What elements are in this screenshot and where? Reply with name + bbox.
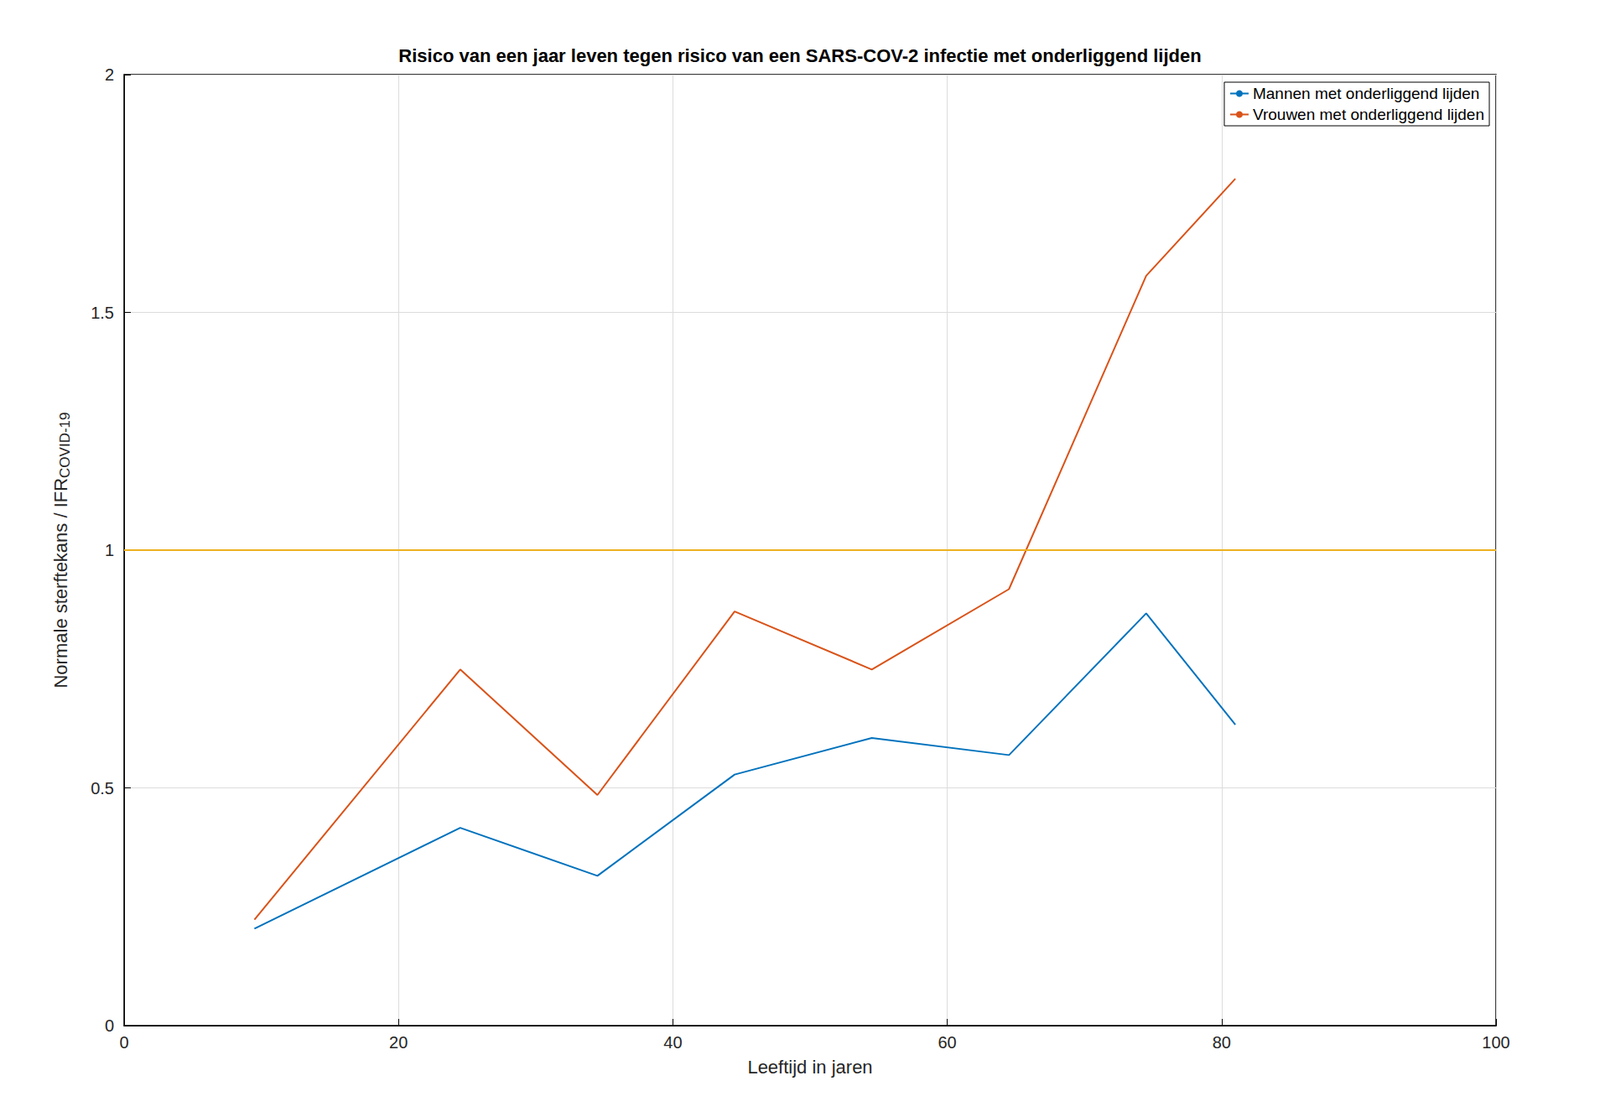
- svg-text:COVID-19: COVID-19: [57, 411, 73, 478]
- svg-text:0: 0: [119, 1033, 129, 1052]
- svg-text:Normale sterftekans / IFR: Normale sterftekans / IFR: [50, 477, 72, 689]
- svg-text:1: 1: [104, 540, 115, 560]
- svg-text:Leeftijd in jaren: Leeftijd in jaren: [747, 1056, 873, 1078]
- svg-text:1.5: 1.5: [90, 303, 115, 323]
- svg-text:Vrouwen met onderliggend lijde: Vrouwen met onderliggend lijden: [1252, 105, 1485, 124]
- svg-text:20: 20: [389, 1033, 408, 1052]
- svg-text:Risico van een jaar leven tege: Risico van een jaar leven tegen risico v…: [398, 45, 1201, 67]
- svg-text:100: 100: [1481, 1033, 1510, 1052]
- svg-text:0: 0: [104, 1016, 115, 1035]
- svg-text:Mannen met onderliggend lijden: Mannen met onderliggend lijden: [1252, 84, 1480, 103]
- svg-text:40: 40: [663, 1033, 682, 1052]
- svg-text:2: 2: [104, 65, 115, 84]
- svg-text:0.5: 0.5: [90, 779, 115, 798]
- svg-text:60: 60: [937, 1033, 956, 1052]
- svg-text:80: 80: [1212, 1033, 1232, 1052]
